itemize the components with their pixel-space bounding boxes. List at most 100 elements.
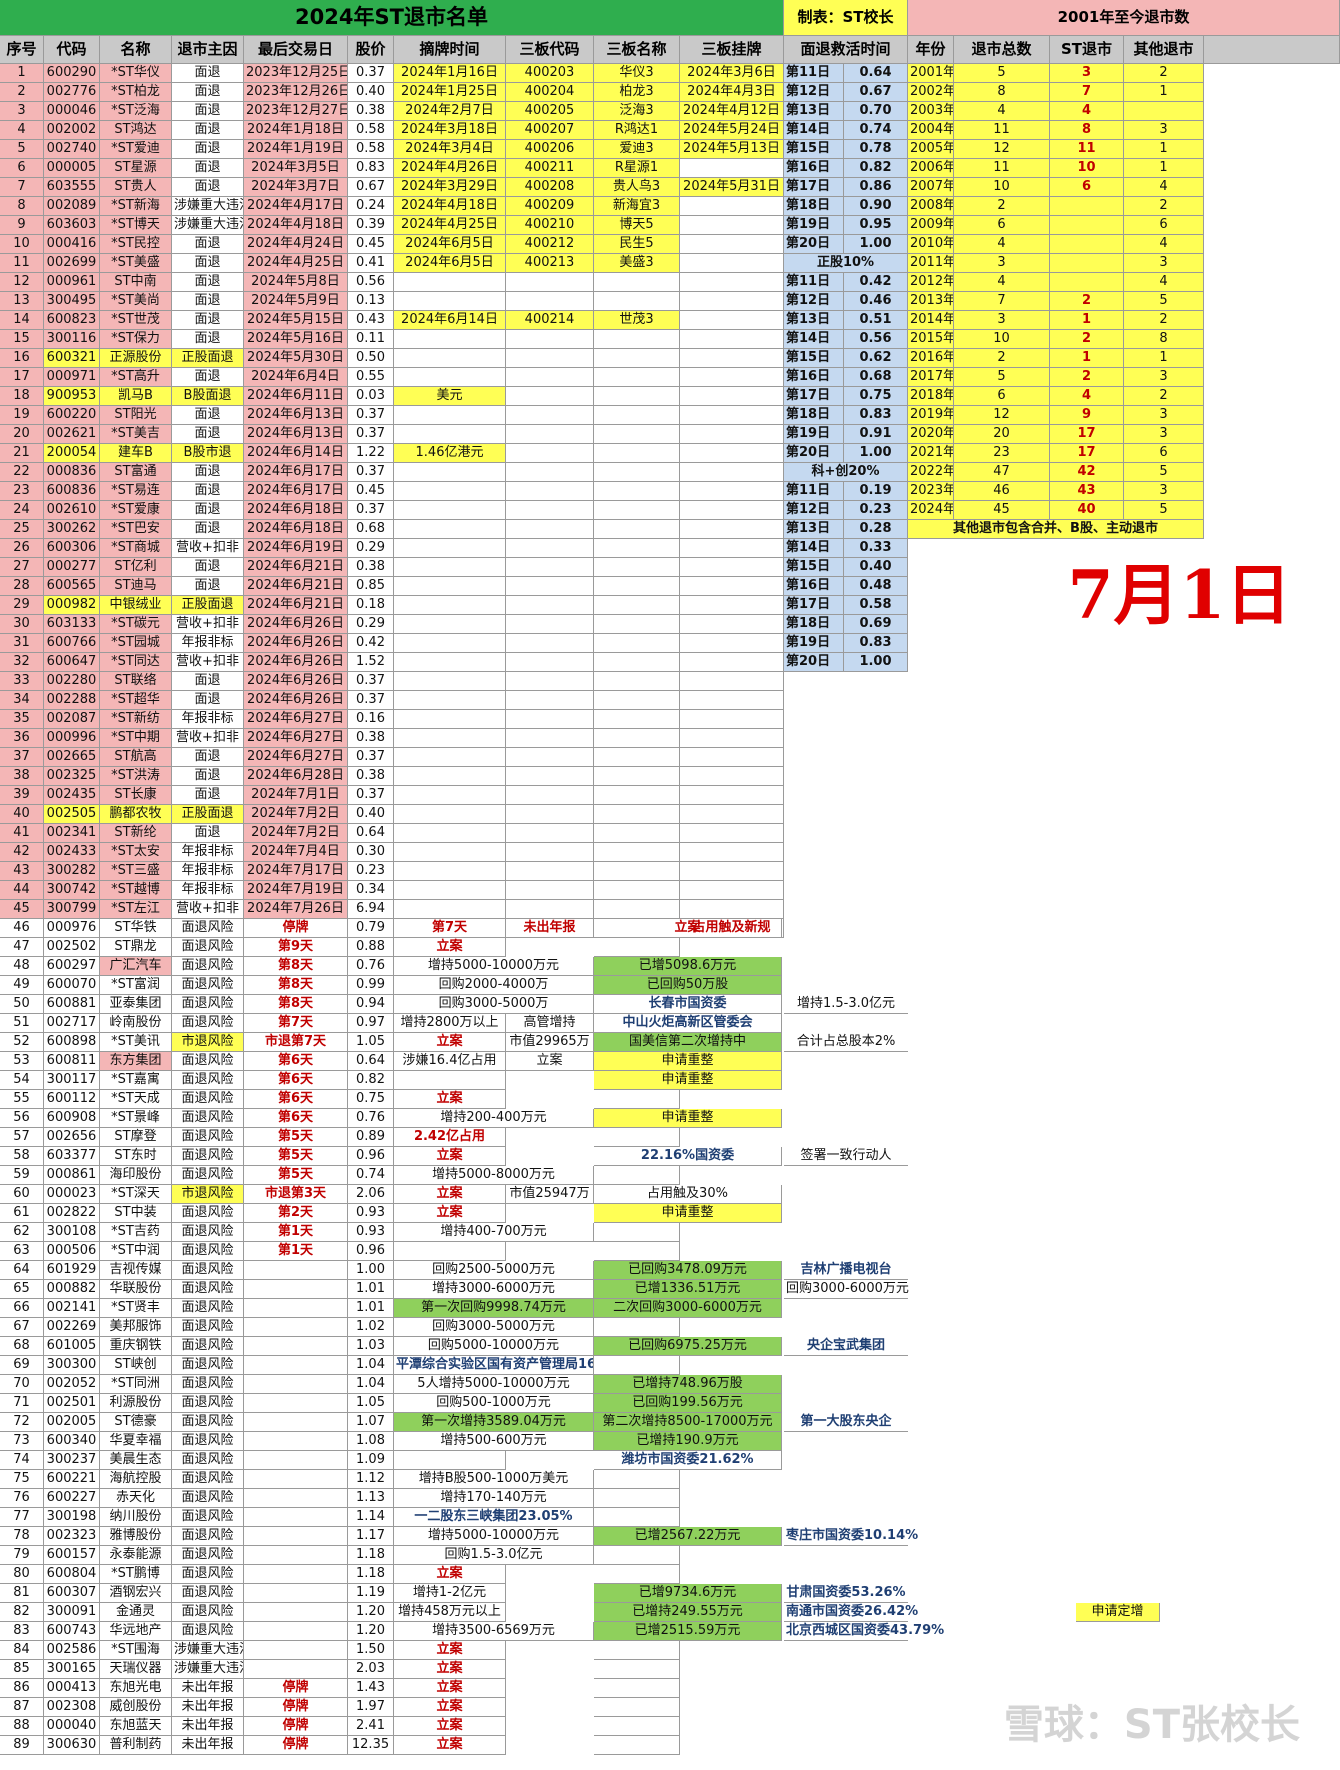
table-cell[interactable]: 0.89	[348, 1128, 394, 1147]
table-cell[interactable]: 正股面退	[172, 596, 244, 615]
table-cell[interactable]: 高管增持	[506, 1014, 594, 1033]
table-cell[interactable]: 已增2567.22万元	[594, 1527, 782, 1546]
column-header[interactable]: 最后交易日	[244, 36, 348, 64]
table-cell[interactable]	[680, 501, 784, 520]
table-cell[interactable]: *ST围海	[100, 1641, 172, 1660]
table-cell[interactable]	[244, 1565, 348, 1584]
table-cell[interactable]: *ST世茂	[100, 311, 172, 330]
table-cell[interactable]: 2024年7月4日	[244, 843, 348, 862]
table-cell[interactable]: 20	[0, 425, 44, 444]
table-cell[interactable]	[506, 368, 594, 387]
table-cell[interactable]: 78	[0, 1527, 44, 1546]
rescue-day[interactable]: 第19日	[784, 425, 844, 444]
table-cell[interactable]: 岭南股份	[100, 1014, 172, 1033]
stats-cell[interactable]: 10	[954, 330, 1050, 349]
table-cell[interactable]: 第1天	[244, 1223, 348, 1242]
table-cell[interactable]: 0.37	[348, 406, 394, 425]
table-cell[interactable]: 56	[0, 1109, 44, 1128]
table-cell[interactable]: 已回购3478.09万元	[594, 1261, 782, 1280]
table-cell[interactable]: 1.46亿港元	[394, 444, 506, 463]
table-cell[interactable]: 面退	[172, 824, 244, 843]
table-cell[interactable]	[244, 1622, 348, 1641]
table-cell[interactable]: 601929	[44, 1261, 100, 1280]
table-cell[interactable]	[594, 824, 680, 843]
table-cell[interactable]: 爱迪3	[594, 140, 680, 159]
table-cell[interactable]	[680, 710, 784, 729]
table-cell[interactable]: 涉嫌重大违法	[172, 216, 244, 235]
table-cell[interactable]: 62	[0, 1223, 44, 1242]
table-cell[interactable]: 000506	[44, 1242, 100, 1261]
rescue-section-label[interactable]: 正股10%	[784, 254, 908, 273]
table-cell[interactable]: 002822	[44, 1204, 100, 1223]
table-cell[interactable]: 营收+扣非	[172, 539, 244, 558]
table-cell[interactable]	[594, 1242, 680, 1261]
side-note[interactable]: 枣庄市国资委10.14%	[784, 1527, 918, 1546]
table-cell[interactable]: 600070	[44, 976, 100, 995]
stats-cell[interactable]: 5	[954, 368, 1050, 387]
table-cell[interactable]: 2024年5月31日	[680, 178, 784, 197]
side-note[interactable]: 吉林广播电视台	[784, 1261, 908, 1280]
table-cell[interactable]: 0.96	[348, 1242, 394, 1261]
stats-cell[interactable]: 3	[1124, 482, 1204, 501]
stats-cell[interactable]: 2	[1050, 330, 1124, 349]
rescue-day[interactable]: 第14日	[784, 539, 844, 558]
stats-cell[interactable]: 2021年	[908, 444, 954, 463]
table-cell[interactable]	[594, 1736, 680, 1755]
table-cell[interactable]: 002308	[44, 1698, 100, 1717]
table-cell[interactable]: 600804	[44, 1565, 100, 1584]
stats-cell[interactable]: 4	[1124, 273, 1204, 292]
table-cell[interactable]	[506, 520, 594, 539]
table-cell[interactable]: 2023年12月25日	[244, 64, 348, 83]
table-cell[interactable]: 002341	[44, 824, 100, 843]
table-cell[interactable]: 面退风险	[172, 1090, 244, 1109]
table-cell[interactable]: 第6天	[244, 1071, 348, 1090]
table-cell[interactable]	[506, 634, 594, 653]
table-cell[interactable]: 002280	[44, 672, 100, 691]
table-cell[interactable]	[594, 1565, 680, 1584]
rescue-day[interactable]: 第18日	[784, 197, 844, 216]
table-cell[interactable]: 38	[0, 767, 44, 786]
table-cell[interactable]: 600290	[44, 64, 100, 83]
stats-title[interactable]: 2001年至今退市数	[908, 0, 1340, 36]
table-cell[interactable]: 600307	[44, 1584, 100, 1603]
table-cell[interactable]: 000005	[44, 159, 100, 178]
table-cell[interactable]: 300799	[44, 900, 100, 919]
table-cell[interactable]: 营收+扣非	[172, 653, 244, 672]
stats-cell[interactable]: 7	[954, 292, 1050, 311]
table-cell[interactable]: 0.41	[348, 254, 394, 273]
stats-cell[interactable]: 2	[1050, 368, 1124, 387]
stats-cell[interactable]: 3	[954, 311, 1050, 330]
stats-cell[interactable]: 4	[954, 273, 1050, 292]
table-cell[interactable]: 2024年1月25日	[394, 83, 506, 102]
table-cell[interactable]: 立案	[394, 1565, 506, 1584]
stats-cell[interactable]: 43	[1050, 482, 1124, 501]
table-cell[interactable]: 9	[0, 216, 44, 235]
table-cell[interactable]	[594, 368, 680, 387]
table-cell[interactable]: 0.88	[348, 938, 394, 957]
rescue-day[interactable]: 第13日	[784, 520, 844, 539]
column-header[interactable]: 序号	[0, 36, 44, 64]
table-cell[interactable]	[594, 406, 680, 425]
table-cell[interactable]: 面退	[172, 425, 244, 444]
table-cell[interactable]: 海航控股	[100, 1470, 172, 1489]
table-cell[interactable]: 面退风险	[172, 957, 244, 976]
table-cell[interactable]: *ST碳元	[100, 615, 172, 634]
table-cell[interactable]: 第一次增持3589.04万元	[394, 1413, 594, 1432]
table-cell[interactable]: 600297	[44, 957, 100, 976]
table-cell[interactable]	[680, 463, 784, 482]
table-cell[interactable]: 2024年6月26日	[244, 653, 348, 672]
table-cell[interactable]: 潍坊市国资委21.62%	[594, 1451, 782, 1470]
table-cell[interactable]: 2024年5月30日	[244, 349, 348, 368]
table-cell[interactable]	[506, 691, 594, 710]
table-cell[interactable]: ST中装	[100, 1204, 172, 1223]
table-cell[interactable]	[394, 767, 506, 786]
table-cell[interactable]: 002740	[44, 140, 100, 159]
table-cell[interactable]: 第9天	[244, 938, 348, 957]
table-cell[interactable]: 2024年3月4日	[394, 140, 506, 159]
stats-cell[interactable]	[1124, 102, 1204, 121]
table-cell[interactable]: 未出年报	[172, 1736, 244, 1755]
rescue-price[interactable]: 0.64	[844, 64, 908, 83]
table-cell[interactable]: 占用触及新规	[680, 919, 784, 938]
table-cell[interactable]: 300108	[44, 1223, 100, 1242]
table-cell[interactable]	[594, 938, 680, 957]
